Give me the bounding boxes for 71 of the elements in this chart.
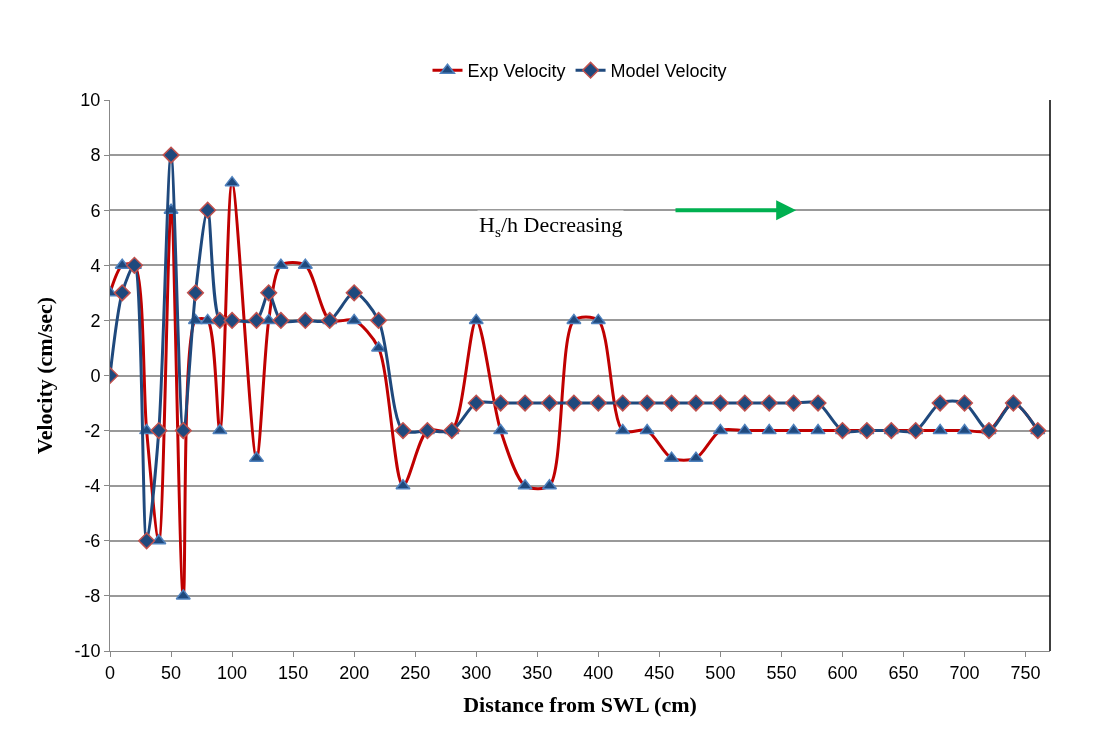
y-tick-label: 8 (90, 145, 101, 166)
point (296, 311, 314, 329)
point (138, 532, 156, 550)
legend-label: Model Velocity (610, 61, 727, 82)
point (540, 394, 559, 412)
y-tick-label: -10 (74, 641, 101, 662)
point (345, 284, 363, 302)
point (931, 394, 949, 412)
point (565, 394, 583, 412)
point (589, 394, 607, 412)
point (736, 394, 754, 412)
point (1029, 422, 1047, 440)
point (516, 394, 534, 412)
x-tick-label: 150 (278, 662, 309, 683)
point (1004, 394, 1022, 412)
point (663, 394, 681, 412)
point (687, 394, 705, 412)
point (394, 422, 412, 440)
point (186, 284, 204, 302)
y-tick-label: -8 (84, 586, 101, 607)
point (199, 201, 217, 219)
point (125, 256, 143, 274)
x-tick-label: 250 (400, 662, 431, 683)
x-tick-label: 50 (161, 662, 182, 683)
point (833, 422, 852, 440)
x-tick-label: 300 (461, 662, 492, 683)
point (858, 422, 876, 440)
y-tick-label: 10 (80, 90, 101, 111)
point (272, 311, 290, 329)
x-tick-label: 600 (827, 662, 858, 683)
point (614, 394, 632, 412)
y-tick-label: 0 (90, 365, 101, 386)
point (711, 394, 729, 412)
x-tick-label: 200 (339, 662, 370, 683)
x-tick-label: 500 (705, 662, 736, 683)
y-tick-label: 6 (90, 200, 101, 221)
point (162, 146, 180, 164)
point (418, 422, 436, 440)
x-tick-label: 450 (644, 662, 675, 683)
point (467, 394, 485, 412)
x-tick-label: 700 (949, 662, 980, 683)
y-tick-label: 2 (90, 310, 101, 331)
y-tick-label: -4 (84, 476, 101, 496)
x-tick-label: 550 (766, 662, 797, 683)
point (223, 311, 241, 329)
point (638, 394, 656, 412)
x-tick-label: 0 (104, 662, 116, 683)
point (150, 422, 168, 440)
y-axis-title: Velocity (cm/sec) (32, 296, 58, 455)
legend-label: Exp Velocity (467, 61, 566, 82)
point (247, 311, 266, 329)
x-tick-label: 650 (888, 662, 919, 683)
x-tick-label: 350 (522, 662, 553, 683)
point (174, 422, 192, 440)
point (370, 311, 388, 329)
point (956, 394, 974, 412)
y-tick-label: -2 (84, 420, 101, 441)
point (785, 394, 803, 412)
point (492, 394, 510, 412)
point (809, 394, 827, 412)
y-tick-label: 4 (90, 255, 101, 276)
annotation: H$_{s}$/h Decreasing (479, 212, 623, 240)
point (113, 284, 131, 302)
point (980, 422, 998, 440)
x-tick-label: 100 (217, 662, 248, 683)
x-tick-label: 750 (1010, 662, 1041, 683)
point (260, 284, 278, 302)
point (760, 394, 778, 412)
y-tick-label: -6 (84, 531, 101, 552)
x-axis-title: Distance from SWL (cm) (463, 692, 697, 718)
x-tick-label: 400 (583, 662, 614, 683)
